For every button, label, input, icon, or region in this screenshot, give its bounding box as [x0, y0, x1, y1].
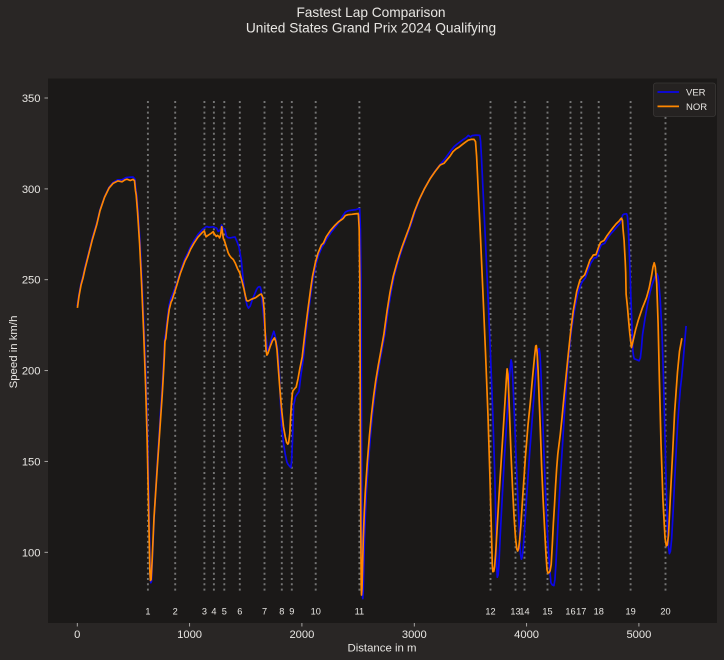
- svg-text:11: 11: [355, 607, 365, 617]
- svg-text:150: 150: [22, 456, 41, 468]
- svg-text:2: 2: [173, 607, 178, 617]
- svg-text:250: 250: [22, 275, 41, 287]
- svg-text:14: 14: [519, 607, 529, 617]
- svg-text:18: 18: [594, 607, 604, 617]
- svg-text:VER: VER: [686, 87, 706, 98]
- svg-text:17: 17: [576, 607, 586, 617]
- svg-text:9: 9: [289, 607, 294, 617]
- svg-text:8: 8: [279, 607, 284, 617]
- svg-text:10: 10: [311, 607, 321, 617]
- svg-text:NOR: NOR: [686, 102, 707, 113]
- svg-text:5000: 5000: [626, 629, 651, 641]
- svg-text:6: 6: [237, 607, 242, 617]
- svg-text:16: 16: [565, 607, 575, 617]
- svg-text:3: 3: [202, 607, 207, 617]
- svg-text:20: 20: [660, 607, 670, 617]
- svg-text:100: 100: [22, 547, 41, 559]
- svg-text:15: 15: [542, 607, 552, 617]
- svg-text:3000: 3000: [402, 629, 427, 641]
- svg-text:1: 1: [145, 607, 150, 617]
- svg-text:300: 300: [22, 184, 41, 196]
- svg-text:Speed in km/h: Speed in km/h: [8, 316, 20, 389]
- svg-text:13: 13: [510, 607, 520, 617]
- svg-text:Distance in m: Distance in m: [347, 643, 416, 655]
- svg-text:5: 5: [222, 607, 227, 617]
- svg-text:2000: 2000: [289, 629, 314, 641]
- svg-text:12: 12: [485, 607, 495, 617]
- svg-text:7: 7: [262, 607, 267, 617]
- svg-text:4000: 4000: [514, 629, 539, 641]
- svg-text:19: 19: [625, 607, 635, 617]
- svg-text:350: 350: [22, 93, 41, 105]
- svg-text:1000: 1000: [177, 629, 202, 641]
- svg-text:200: 200: [22, 366, 41, 378]
- svg-text:0: 0: [74, 629, 80, 641]
- svg-text:Fastest Lap Comparison: Fastest Lap Comparison: [296, 5, 445, 20]
- svg-text:United States Grand Prix 2024: United States Grand Prix 2024 Qualifying: [246, 21, 496, 36]
- svg-text:4: 4: [211, 607, 216, 617]
